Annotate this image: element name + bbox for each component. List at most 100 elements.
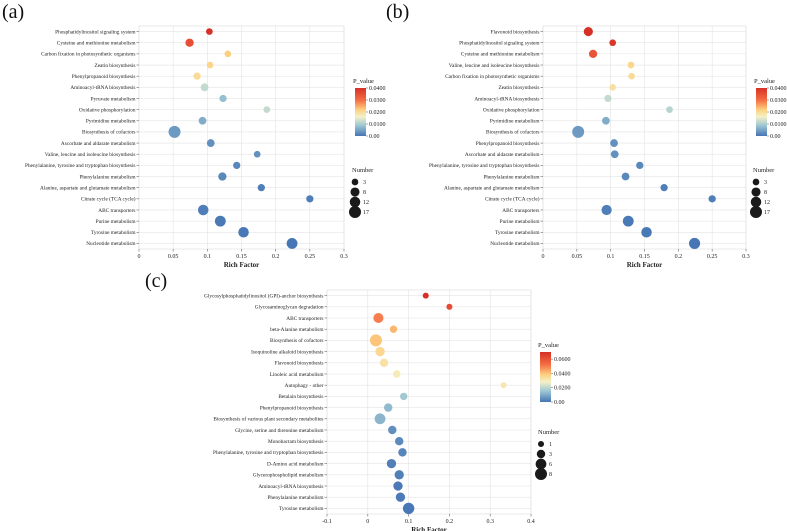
size-legend-bubble (750, 206, 762, 218)
size-legend-bubble (751, 187, 761, 197)
data-bubble (641, 227, 652, 238)
data-bubble (601, 204, 612, 216)
panel-label: (b) (386, 1, 409, 23)
data-bubble (627, 61, 635, 69)
data-bubble (621, 172, 630, 181)
x-tick-label: 0.2 (272, 254, 280, 260)
color-legend-label: 0.0200 (770, 110, 787, 116)
category-label: Purine metabolism (96, 219, 137, 225)
data-bubble (193, 72, 201, 80)
data-bubble (688, 237, 701, 249)
color-legend-label: 0.00 (770, 134, 781, 140)
color-legend-title: P_value (754, 78, 775, 85)
x-axis-title: Rich Factor (224, 261, 260, 269)
x-tick-label: 0.15 (236, 254, 247, 260)
data-bubble (206, 28, 213, 35)
x-tick-label: 0.1 (405, 519, 413, 525)
category-label: Linoleic acid metabolism (270, 372, 325, 378)
data-bubble (394, 436, 404, 446)
category-label: Phenylalanine metabolism (267, 495, 324, 501)
x-tick-label: 0 (366, 519, 369, 525)
size-legend-bubble (536, 449, 546, 459)
color-legend-bar (355, 88, 366, 136)
category-label: Phenylalanine, tyrosine and tryptophan b… (25, 163, 135, 169)
data-bubble (168, 125, 181, 138)
data-bubble (197, 204, 209, 216)
size-legend-label: 8 (363, 190, 366, 196)
category-label: Carbon fixation in photosynthetic organi… (41, 51, 135, 58)
x-tick-label: 0.3 (340, 254, 348, 260)
data-bubble (375, 346, 385, 357)
size-legend-label: 12 (764, 200, 770, 206)
category-label: Zeatin biosynthesis (498, 85, 539, 91)
data-bubble (373, 312, 384, 324)
x-tick-label: 0.1 (204, 254, 212, 260)
category-label: Isoquinoline alkaloid biosynthesis (251, 349, 323, 355)
size-legend-label: 12 (363, 200, 369, 206)
category-label: Ascorbate and aldarate metabolism (61, 141, 136, 147)
data-bubble (610, 139, 618, 147)
data-bubble (400, 392, 408, 401)
x-tick-label: 0.2 (675, 254, 683, 260)
x-tick-label: -0.1 (322, 519, 332, 525)
category-label: Glycerophospholipid metabolism (253, 473, 325, 479)
panel-label: (a) (2, 1, 24, 23)
color-legend-label: 0.0400 (554, 371, 571, 377)
category-label: Aminoacyl-tRNA biosynthesis (258, 484, 323, 490)
size-legend-bubble (535, 468, 547, 480)
data-bubble (609, 83, 617, 91)
data-bubble (389, 325, 398, 333)
data-bubble (218, 172, 227, 181)
color-legend-bar (756, 88, 767, 136)
data-bubble (398, 448, 407, 457)
size-legend-bubble (535, 458, 547, 470)
category-label: Flavonoid biosynthesis (491, 29, 540, 35)
data-bubble (500, 382, 507, 389)
color-legend-label: 0.0100 (369, 122, 386, 128)
category-label: Biosynthesis of cofactors (82, 129, 136, 136)
size-legend-label: 6 (549, 462, 552, 468)
category-label: Phenylpropanoid biosynthesis (72, 74, 136, 80)
size-legend-bubble (537, 440, 545, 448)
category-label: ABC transporters (98, 208, 135, 214)
data-bubble (379, 358, 389, 368)
size-legend-label: 1 (549, 442, 552, 448)
size-legend-label: 17 (764, 210, 770, 216)
color-legend-label: 0.0400 (770, 86, 787, 92)
category-label: Nucleotide metabolism (86, 241, 136, 247)
category-label: Cysteine and methionine metabolism (57, 41, 137, 47)
category-label: D-Amino acid metabolism (267, 461, 324, 467)
category-label: ABC transporters (286, 316, 323, 322)
category-label: Phenylpropanoid biosynthesis (476, 141, 540, 147)
category-label: Phenylpropanoid biosynthesis (260, 405, 324, 411)
category-label: Citrate cycle (TCA cycle) (485, 196, 540, 203)
x-tick-label: 0.25 (707, 254, 718, 260)
x-tick-label: 0.05 (168, 254, 179, 260)
category-label: beta-Alanine metabolism (270, 327, 324, 333)
category-label: Purine metabolism (500, 219, 541, 225)
size-legend-bubble (349, 196, 361, 208)
category-label: Flavonoid biosynthesis (275, 361, 324, 367)
category-label: Phenylalanine metabolism (483, 174, 540, 180)
category-label: Glycosaminoglycan degradation (255, 305, 324, 311)
category-label: Alanine, aspartate and glutamate metabol… (40, 185, 136, 191)
color-legend-label: 0.0400 (369, 86, 386, 92)
data-bubble (286, 238, 298, 249)
category-label: Monobactam biosynthesis (268, 439, 323, 445)
data-bubble (660, 184, 668, 192)
category-label: Cysteine and methionine metabolism (461, 52, 541, 58)
data-bubble (402, 502, 415, 515)
size-legend-label: 8 (764, 190, 767, 196)
color-legend-label: 0.0100 (770, 122, 787, 128)
x-axis-title: Rich Factor (627, 261, 663, 269)
data-bubble (306, 195, 314, 203)
category-label: Autophagy - other (285, 383, 324, 389)
data-bubble (622, 215, 634, 227)
data-bubble (374, 413, 386, 425)
data-bubble (628, 72, 635, 80)
data-bubble (422, 292, 429, 299)
color-legend-label: 0.00 (369, 134, 380, 140)
data-bubble (200, 83, 209, 92)
category-label: Phenylalanine, tyrosine and tryptophan b… (213, 450, 323, 456)
